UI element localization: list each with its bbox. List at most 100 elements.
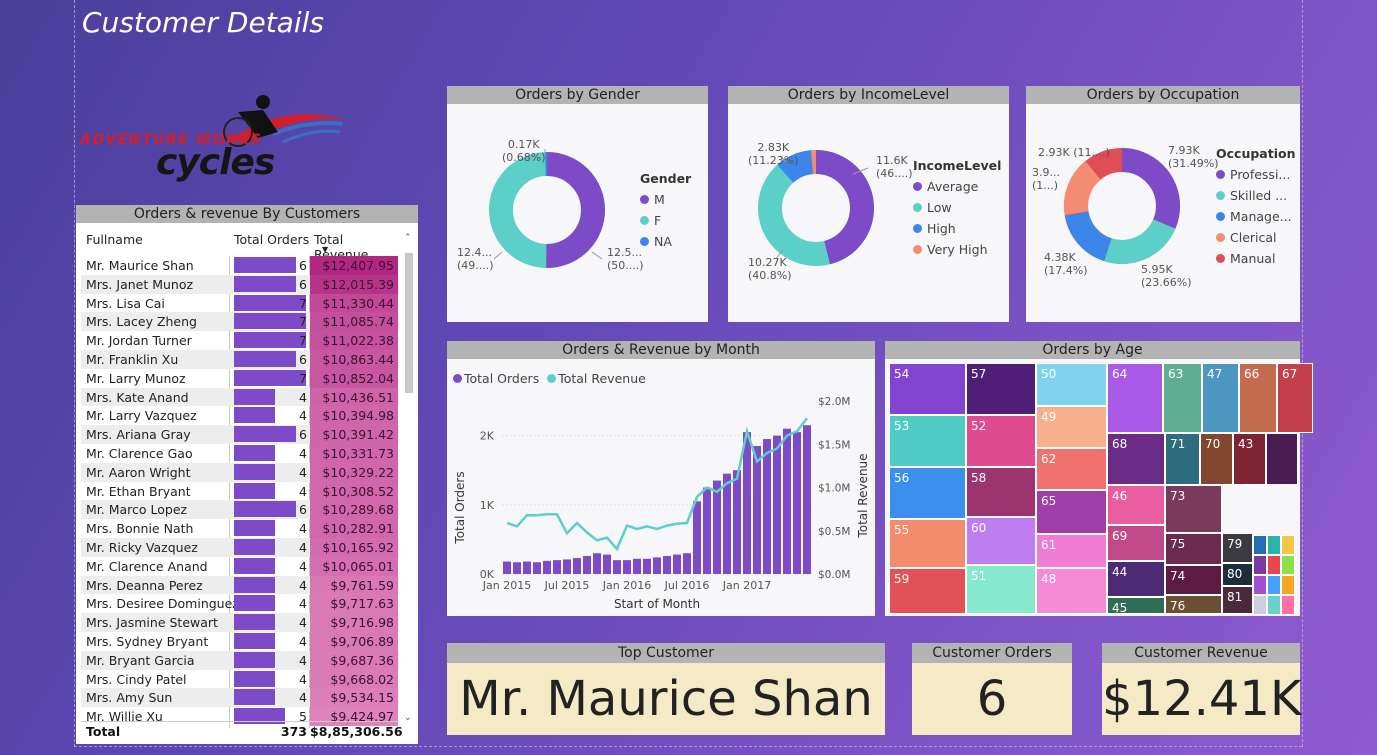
legend-item[interactable]: M (640, 192, 691, 207)
treemap-cell[interactable]: 66 (1239, 363, 1277, 433)
legend-item[interactable]: Very High (913, 242, 1001, 257)
gender-donut[interactable] (447, 104, 708, 322)
legend-dot-icon (1216, 233, 1225, 242)
treemap-cell[interactable]: 67 (1277, 363, 1313, 433)
treemap-cell[interactable]: 64 (1107, 363, 1163, 433)
table-row[interactable]: Mrs. Ariana Gray 6 $10,391.42 (81, 425, 399, 444)
monthly-combo-chart[interactable]: 0K 1K 2K $0.0M $0.5M $1.0M $1.5M $2.0M Jan 2015 J… (447, 359, 875, 616)
treemap-cell[interactable] (1253, 555, 1267, 575)
legend-item[interactable]: Total Orders (453, 371, 539, 386)
treemap-cell[interactable]: 43 (1233, 433, 1266, 485)
column-header-fullname[interactable]: Fullname (86, 232, 143, 247)
scroll-down-icon[interactable]: ⌄ (404, 713, 412, 723)
treemap-cell[interactable] (1253, 595, 1267, 615)
treemap-cell[interactable]: 58 (966, 467, 1036, 517)
occupation-donut[interactable] (1026, 104, 1300, 322)
column-header-orders[interactable]: Total Orders (234, 232, 310, 247)
legend-item[interactable]: Manage... (1216, 209, 1295, 224)
treemap-cell[interactable]: 62 (1036, 448, 1107, 490)
treemap-cell[interactable]: 76 (1165, 595, 1222, 614)
table-row[interactable]: Mrs. Kate Anand 4 $10,436.51 (81, 387, 399, 407)
table-row[interactable]: Mrs. Sydney Bryant 4 $9,706.89 (81, 631, 399, 651)
table-row[interactable]: Mr. Jordan Turner 7 $11,022.38 (81, 331, 399, 350)
table-row[interactable]: Mr. Clarence Anand 4 $10,065.01 (81, 556, 399, 576)
legend-item[interactable]: Manual (1216, 251, 1295, 266)
table-row[interactable]: Mr. Aaron Wright 4 $10,329.22 (81, 462, 399, 482)
treemap-cell[interactable] (1266, 433, 1298, 485)
treemap-cell[interactable]: 46 (1107, 485, 1165, 525)
treemap-cell[interactable] (1281, 575, 1295, 595)
treemap-cell[interactable]: 75 (1165, 533, 1222, 565)
treemap-cell[interactable] (1267, 535, 1281, 555)
treemap-cell[interactable]: 60 (966, 517, 1036, 565)
legend-item[interactable]: Total Revenue (547, 371, 646, 386)
legend-item[interactable]: Low (913, 200, 1001, 215)
table-row[interactable]: Mr. Ethan Bryant 4 $10,308.52 (81, 481, 399, 501)
legend-item[interactable]: F (640, 213, 691, 228)
table-row[interactable]: Mrs. Amy Sun 4 $9,534.15 (81, 688, 399, 708)
treemap-cell[interactable]: 57 (966, 363, 1036, 415)
treemap-cell[interactable] (1281, 595, 1295, 615)
treemap-cell[interactable]: 61 (1036, 534, 1107, 568)
treemap-cell[interactable]: 59 (889, 568, 966, 614)
treemap-cell[interactable]: 65 (1036, 490, 1107, 534)
treemap-cell[interactable] (1267, 555, 1281, 575)
treemap-cell[interactable]: 56 (889, 467, 966, 519)
treemap-cell[interactable]: 79 (1222, 533, 1253, 563)
legend-item[interactable]: Professi... (1216, 167, 1295, 182)
table-row[interactable]: Mr. Larry Munoz 7 $10,852.04 (81, 368, 399, 388)
treemap-cell[interactable] (1267, 595, 1281, 615)
legend-item[interactable]: High (913, 221, 1001, 236)
treemap-cell[interactable]: 51 (966, 565, 1036, 614)
treemap-cell[interactable]: 73 (1165, 485, 1222, 533)
treemap-cell[interactable]: 80 (1222, 563, 1253, 586)
treemap-cell[interactable]: 74 (1165, 565, 1222, 595)
scroll-thumb[interactable] (405, 253, 413, 393)
table-row[interactable]: Mrs. Cindy Patel 4 $9,668.02 (81, 669, 399, 689)
income-donut[interactable] (728, 104, 1009, 322)
age-chart-panel: Orders by Age 54 57 50 64 63 47 66 67 53 52 49 68 71… (885, 341, 1313, 616)
treemap-cell[interactable] (1281, 535, 1295, 555)
table-row[interactable]: Mrs. Deanna Perez 4 $9,761.59 (81, 575, 399, 595)
table-row[interactable]: Mr. Clarence Gao 4 $10,331.73 (81, 443, 399, 463)
treemap-cell[interactable]: 69 (1107, 525, 1165, 561)
table-scrollbar[interactable]: ⌃ ⌄ (404, 233, 414, 723)
sort-desc-icon[interactable]: ▼ (322, 245, 329, 254)
treemap-cell[interactable] (1281, 555, 1295, 575)
table-row[interactable]: Mr. Larry Vazquez 4 $10,394.98 (81, 406, 399, 426)
treemap-cell[interactable] (1253, 535, 1267, 555)
treemap-cell[interactable] (1267, 575, 1281, 595)
scroll-up-icon[interactable]: ⌃ (404, 233, 412, 243)
treemap-cell[interactable]: 70 (1200, 433, 1233, 485)
table-row[interactable]: Mrs. Lacey Zheng 7 $11,085.74 (81, 312, 399, 332)
treemap-cell[interactable]: 52 (966, 415, 1036, 467)
treemap-cell[interactable]: 68 (1107, 433, 1165, 485)
table-row[interactable]: Mrs. Desiree Dominguez 4 $9,717.63 (81, 594, 399, 614)
legend-item[interactable]: Skilled ... (1216, 188, 1295, 203)
treemap-cell[interactable]: 50 (1036, 363, 1107, 406)
table-row[interactable]: Mrs. Bonnie Nath 4 $10,282.91 (81, 519, 399, 538)
legend-item[interactable]: Clerical (1216, 230, 1295, 245)
table-row[interactable]: Mr. Franklin Xu 6 $10,863.44 (81, 349, 399, 369)
treemap-cell[interactable]: 54 (889, 363, 966, 415)
table-row[interactable]: Mr. Maurice Shan 6 $12,407.95 (81, 256, 399, 275)
table-row[interactable]: Mrs. Lisa Cai 7 $11,330.44 (81, 293, 399, 313)
treemap-cell[interactable]: 49 (1036, 406, 1107, 448)
legend-item[interactable]: Average (913, 179, 1001, 194)
table-row[interactable]: Mrs. Jasmine Stewart 4 $9,716.98 (81, 613, 399, 632)
treemap-cell[interactable]: 47 (1202, 363, 1239, 433)
table-row[interactable]: Mrs. Janet Munoz 6 $12,015.39 (81, 274, 399, 294)
treemap-cell[interactable]: 55 (889, 519, 966, 568)
treemap-cell[interactable]: 44 (1107, 561, 1165, 597)
treemap-cell[interactable]: 48 (1036, 568, 1107, 614)
table-row[interactable]: Mr. Bryant Garcia 4 $9,687.36 (81, 650, 399, 670)
treemap-cell[interactable]: 81 (1222, 586, 1253, 614)
treemap-cell[interactable]: 45 (1107, 597, 1165, 615)
treemap-cell[interactable]: 63 (1163, 363, 1202, 433)
treemap-cell[interactable] (1253, 575, 1267, 595)
legend-item[interactable]: NA (640, 234, 691, 249)
treemap-cell[interactable]: 53 (889, 415, 966, 467)
table-row[interactable]: Mr. Marco Lopez 6 $10,289.68 (81, 500, 399, 520)
treemap-cell[interactable]: 71 (1165, 433, 1200, 485)
table-row[interactable]: Mr. Ricky Vazquez 4 $10,165.92 (81, 537, 399, 557)
